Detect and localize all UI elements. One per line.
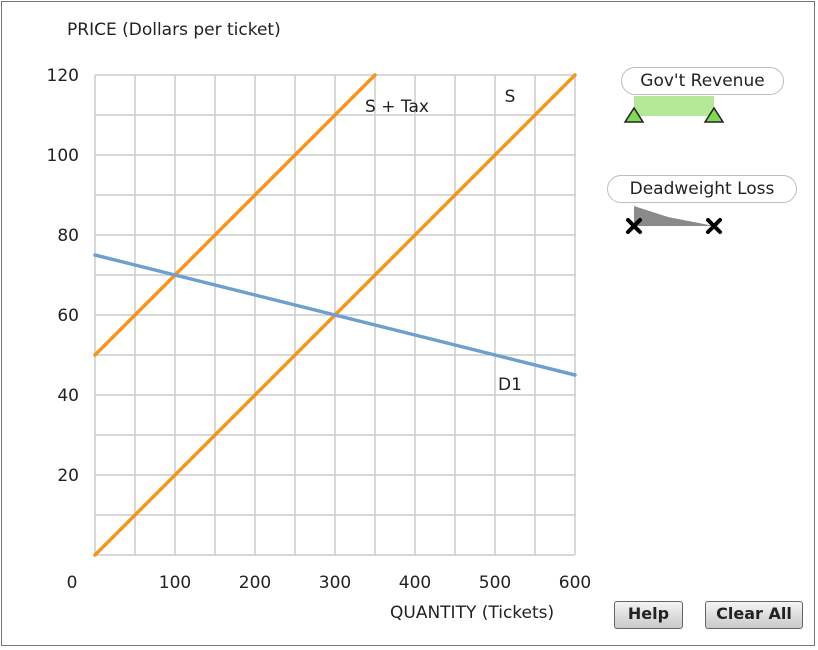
x-tick-label: 0 (67, 573, 78, 593)
x-marker-icon[interactable] (706, 218, 722, 234)
x-tick-label: 500 (479, 573, 511, 593)
y-tick-label: 80 (57, 226, 79, 246)
y-tick-label: 120 (47, 66, 79, 86)
govt-revenue-tool-icon[interactable] (620, 94, 730, 126)
govt-revenue-tool-label[interactable]: Gov't Revenue (621, 67, 784, 95)
deadweight-loss-tool-label[interactable]: Deadweight Loss (607, 175, 797, 203)
x-tick-label: 300 (319, 573, 351, 593)
y-tick-label: 100 (47, 146, 79, 166)
curve-s-tax (93, 73, 377, 357)
x-tick-label: 600 (559, 573, 591, 593)
curve-label-s-tax: S + Tax (365, 97, 429, 117)
x-axis-label: QUANTITY (Tickets) (390, 603, 555, 623)
tick-labels: 0 100 200 300 400 500 600 20 40 60 80 100 120 (47, 66, 592, 593)
y-tick-label: 20 (57, 466, 79, 486)
grid (94, 74, 576, 556)
govt-revenue-swatch (634, 96, 714, 116)
curve-label-d1: D1 (498, 375, 522, 395)
clear-all-button[interactable]: Clear All (705, 601, 803, 629)
deadweight-loss-swatch (634, 206, 714, 226)
curves (93, 73, 577, 557)
y-axis-label: PRICE (Dollars per ticket) (67, 20, 281, 40)
triangle-marker-icon[interactable] (623, 106, 645, 123)
x-tick-label: 100 (159, 573, 191, 593)
x-tick-label: 400 (399, 573, 431, 593)
y-tick-label: 60 (57, 306, 79, 326)
x-marker-icon[interactable] (626, 218, 642, 234)
curve-label-s: S (505, 87, 516, 107)
x-tick-label: 200 (239, 573, 271, 593)
curve-labels: S S + Tax D1 (365, 87, 522, 395)
help-button[interactable]: Help (614, 601, 683, 629)
y-tick-label: 40 (57, 386, 79, 406)
triangle-marker-icon[interactable] (703, 106, 725, 123)
deadweight-loss-tool-icon[interactable] (620, 202, 730, 242)
curve-d1 (93, 253, 577, 377)
